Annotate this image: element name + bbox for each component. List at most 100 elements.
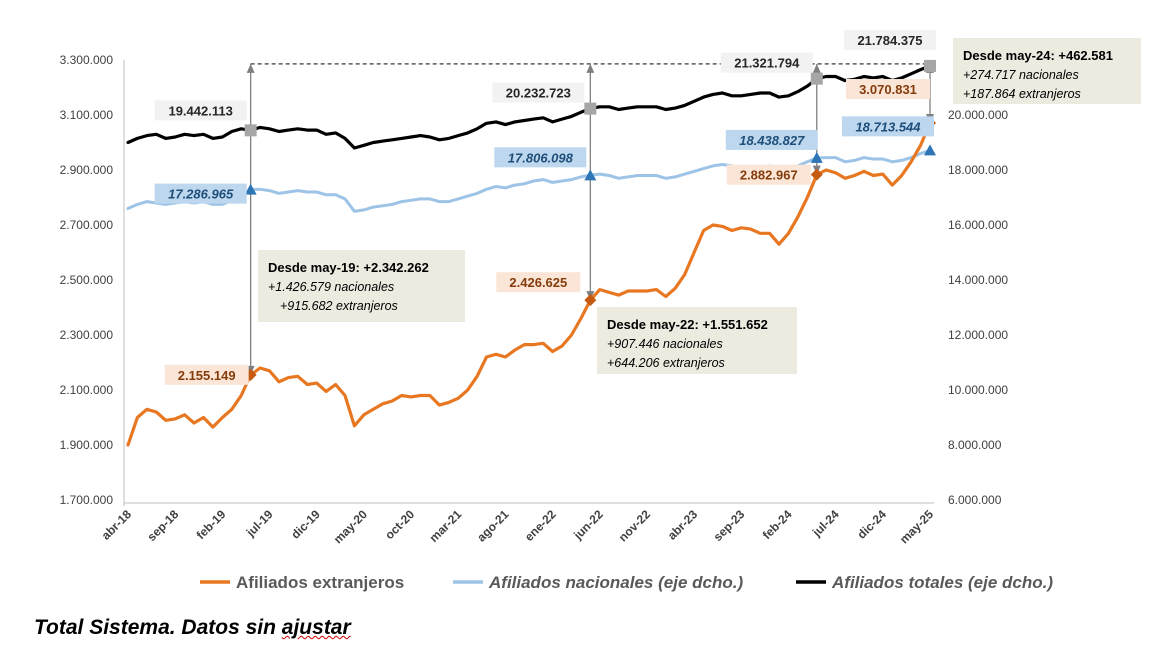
data-label: 20.232.723 (506, 86, 571, 101)
marker-totales (924, 59, 936, 72)
series-lines (126, 64, 932, 447)
annotation-title: Desde may-19: +2.342.262 (268, 260, 429, 275)
series-line-totales (126, 64, 932, 150)
annotations: Desde may-19: +2.342.262 +1.426.579 nacio… (258, 38, 1141, 374)
legend-label: Afiliados extranjeros (236, 573, 404, 592)
series-line-extranjeros (126, 121, 932, 447)
annotation-extranjeros: +915.682 extranjeros (280, 299, 398, 313)
x-tick-label: jul-19 (243, 507, 276, 540)
data-label-bg (844, 29, 936, 50)
data-label: 2.426.625 (509, 275, 567, 290)
y-right-tick-label: 14.000.000 (948, 273, 1008, 287)
data-label-bg (154, 183, 247, 204)
marker-nacionales (924, 144, 936, 156)
x-tick-label: abr-18 (99, 507, 135, 543)
annotation-title: Desde may-22: +1.551.652 (607, 317, 768, 332)
x-tick-label: oct-20 (382, 507, 417, 542)
x-tick-label: abr-23 (665, 507, 701, 543)
legend-label: Afiliados totales (eje dcho.) (831, 573, 1053, 592)
y-right-tick-label: 6.000.000 (948, 493, 1002, 507)
marker-totales (810, 72, 823, 85)
y-left-tick-label: 2.700.000 (60, 218, 114, 232)
x-tick-label: ene-22 (522, 507, 559, 544)
y-right-tick-label: 16.000.000 (948, 218, 1008, 232)
y-left-tick-label: 2.100.000 (60, 383, 114, 397)
y-left-tick-label: 2.300.000 (60, 328, 114, 342)
x-tick-label: jun-22 (570, 507, 606, 543)
x-tick-label: nov-22 (616, 507, 653, 544)
data-label-bg (720, 52, 813, 73)
y-right-tick-label: 18.000.000 (948, 163, 1008, 177)
y-right-tick-label: 8.000.000 (948, 438, 1002, 452)
data-label: 17.286.965 (168, 187, 234, 202)
y-left-tick-label: 2.500.000 (60, 273, 114, 287)
data-label-bg (842, 116, 934, 137)
guide-arrowhead-up (812, 63, 821, 73)
data-label-bg (496, 272, 581, 293)
footnote: Total Sistema. Datos sin ajustar (34, 616, 351, 640)
marker-totales (584, 102, 597, 115)
x-tick-label: jul-24 (809, 507, 842, 540)
data-label: 21.784.375 (857, 33, 922, 48)
x-tick-label: feb-19 (194, 507, 229, 542)
annotation-nacionales: +1.426.579 nacionales (268, 280, 394, 294)
marker-nacionales (244, 183, 257, 195)
data-label: 18.713.544 (855, 119, 921, 134)
x-tick-label: dic-19 (288, 507, 323, 542)
legend-label: Afiliados nacionales (eje dcho.) (488, 573, 743, 592)
footnote-prefix: Total Sistema. Datos sin (34, 616, 282, 639)
y-left-tick-label: 3.300.000 (60, 53, 114, 67)
footnote-underlined: ajustar (281, 616, 351, 639)
marker-totales (244, 124, 257, 137)
x-tick-label: sep-18 (145, 507, 182, 544)
data-label-bg (492, 82, 585, 103)
data-label: 17.806.098 (508, 150, 574, 165)
annotation-box (597, 307, 797, 374)
marker-nacionales (810, 151, 823, 163)
marker-nacionales (584, 169, 597, 181)
y-right-tick-label: 10.000.000 (948, 383, 1008, 397)
data-label: 18.438.827 (739, 133, 805, 148)
y-left-tick-label: 3.100.000 (60, 108, 114, 122)
x-tick-label: may-25 (897, 507, 936, 546)
annotation-box (953, 38, 1141, 104)
data-label-bg (154, 100, 247, 121)
data-label: 19.442.113 (168, 103, 232, 118)
guide-arrowhead-up (246, 63, 255, 73)
x-tick-label: mar-21 (427, 507, 465, 545)
y-left-tick-label: 1.900.000 (60, 438, 114, 452)
data-label: 2.155.149 (178, 368, 236, 383)
legend: Afiliados extranjeros Afiliados nacionale… (200, 573, 1053, 592)
y-left-tick-label: 1.700.000 (60, 493, 114, 507)
data-label: 2.882.967 (740, 168, 798, 183)
data-labels: 17.286.965 19.442.113 2.155.149 17.806.098 2… (154, 29, 936, 385)
annotation-box (258, 250, 465, 322)
marker-extranjeros (810, 168, 823, 181)
annotation-extranjeros: +644.206 extranjeros (607, 356, 725, 370)
y-axis-right: 6.000.000 8.000.000 10.000.000 12.000.000 14… (948, 108, 1008, 507)
annotation-nacionales: +274.717 nacionales (963, 68, 1079, 82)
y-right-tick-label: 20.000.000 (948, 108, 1008, 122)
x-tick-label: dic-24 (855, 507, 890, 542)
y-right-tick-label: 12.000.000 (948, 328, 1008, 342)
data-label: 3.070.831 (859, 82, 917, 97)
data-label-bg (726, 164, 811, 185)
data-label-bg (725, 129, 818, 150)
x-tick-label: feb-24 (760, 507, 795, 542)
marker-extranjeros (584, 294, 597, 307)
annotation-title: Desde may-24: +462.581 (963, 48, 1113, 63)
x-tick-label: ago-21 (474, 507, 511, 544)
x-axis: abr-18 sep-18 feb-19 jul-19 dic-19 may-20 oct-… (99, 502, 936, 546)
x-tick-label: sep-23 (711, 507, 748, 544)
annotation-extranjeros: +187.864 extranjeros (963, 87, 1081, 101)
x-tick-label: may-20 (331, 507, 370, 546)
y-axis-left: 1.700.000 1.900.000 2.100.000 2.300.000 2.50… (60, 53, 125, 507)
data-label-bg (846, 79, 930, 100)
data-label-bg (494, 147, 587, 168)
annotation-nacionales: +907.446 nacionales (607, 337, 723, 351)
guide-arrowhead-up (586, 63, 595, 73)
data-label: 21.321.794 (734, 56, 800, 71)
y-left-tick-label: 2.900.000 (60, 163, 114, 177)
data-label-bg (164, 364, 249, 385)
